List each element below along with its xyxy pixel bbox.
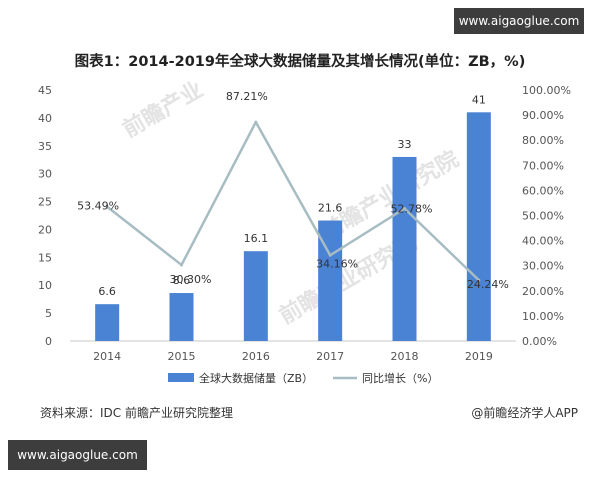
bar-value-label: 16.1 [244, 232, 269, 245]
right-tick-label: 60.00% [522, 184, 564, 197]
bar-value-label: 8.6 [173, 274, 191, 287]
growth-line-series: 53.49% 30.30% 87.21% 34.16% 52.78% 24.24% [77, 90, 509, 291]
right-tick-label: 30.00% [522, 260, 564, 273]
bar-value-label: 6.6 [98, 285, 116, 298]
growth-point [180, 263, 183, 267]
legend: 全球大数据储量（ZB） 同比增长（%） [168, 371, 438, 385]
bar [95, 304, 120, 341]
left-tick-label: 5 [45, 307, 52, 320]
x-axis: 2014 2015 2016 2017 2018 2019 [93, 350, 493, 363]
x-tick-label: 2018 [391, 350, 419, 363]
left-tick-label: 40 [38, 112, 52, 125]
right-tick-label: 20.00% [522, 285, 564, 298]
growth-value-label: 87.21% [226, 90, 268, 103]
right-tick-label: 10.00% [522, 310, 564, 323]
left-axis: 0 5 10 15 20 25 30 35 40 45 [38, 84, 52, 348]
growth-value-label: 52.78% [391, 203, 433, 216]
left-tick-label: 15 [38, 251, 52, 264]
growth-value-label: 53.49% [77, 200, 119, 213]
bar [169, 293, 194, 341]
bar-value-label: 41 [472, 93, 486, 106]
bar-value-label: 21.6 [318, 202, 343, 215]
growth-value-label: 24.24% [467, 278, 509, 291]
bar-series: 6.6 8.6 16.1 21.6 33 41 [95, 93, 491, 341]
growth-point [328, 253, 332, 257]
x-tick-label: 2014 [93, 350, 121, 363]
bar [392, 156, 417, 341]
x-tick-label: 2015 [168, 350, 196, 363]
left-tick-label: 10 [38, 279, 52, 292]
left-tick-label: 35 [38, 140, 52, 153]
bar [243, 251, 268, 341]
x-tick-label: 2017 [316, 350, 344, 363]
right-tick-label: 40.00% [522, 235, 564, 248]
watermark-bottom: www.aigaoglue.com [8, 440, 147, 470]
bar [466, 112, 491, 341]
x-tick-label: 2016 [242, 350, 270, 363]
watermark-top: www.aigaoglue.com [454, 8, 584, 34]
legend-label-growth: 同比增长（%） [362, 371, 438, 385]
right-tick-label: 70.00% [522, 159, 564, 172]
growth-value-label: 30.30% [170, 273, 212, 286]
chart-title: 图表1：2014-2019年全球大数据储量及其增长情况(单位：ZB，%) [74, 54, 526, 70]
left-tick-label: 30 [38, 168, 52, 181]
left-tick-label: 0 [45, 335, 52, 348]
left-tick-label: 45 [38, 84, 52, 97]
left-tick-label: 20 [38, 223, 52, 236]
legend-label-storage: 全球大数据储量（ZB） [199, 371, 313, 385]
right-tick-label: 50.00% [522, 210, 564, 223]
growth-point [403, 207, 406, 211]
right-tick-label: 80.00% [522, 134, 564, 147]
growth-point [254, 120, 258, 124]
bar-value-label: 33 [398, 138, 412, 151]
left-tick-label: 25 [38, 196, 52, 209]
right-tick-label: 100.00% [522, 84, 571, 97]
legend-swatch-storage [168, 373, 194, 382]
growth-line [106, 120, 480, 282]
right-tick-label: 90.00% [522, 109, 564, 122]
x-tick-label: 2019 [465, 350, 493, 363]
credit-note: @前瞻经济学人APP [471, 406, 578, 420]
source-note: 资料来源：IDC 前瞻产业研究院整理 [40, 406, 233, 420]
growth-point [477, 278, 481, 282]
right-axis: 0.00% 10.00% 20.00% 30.00% 40.00% 50.00% 60.00… [522, 84, 571, 348]
growth-point [105, 205, 109, 209]
growth-value-label: 34.16% [316, 257, 358, 270]
right-tick-label: 0.00% [522, 335, 557, 348]
